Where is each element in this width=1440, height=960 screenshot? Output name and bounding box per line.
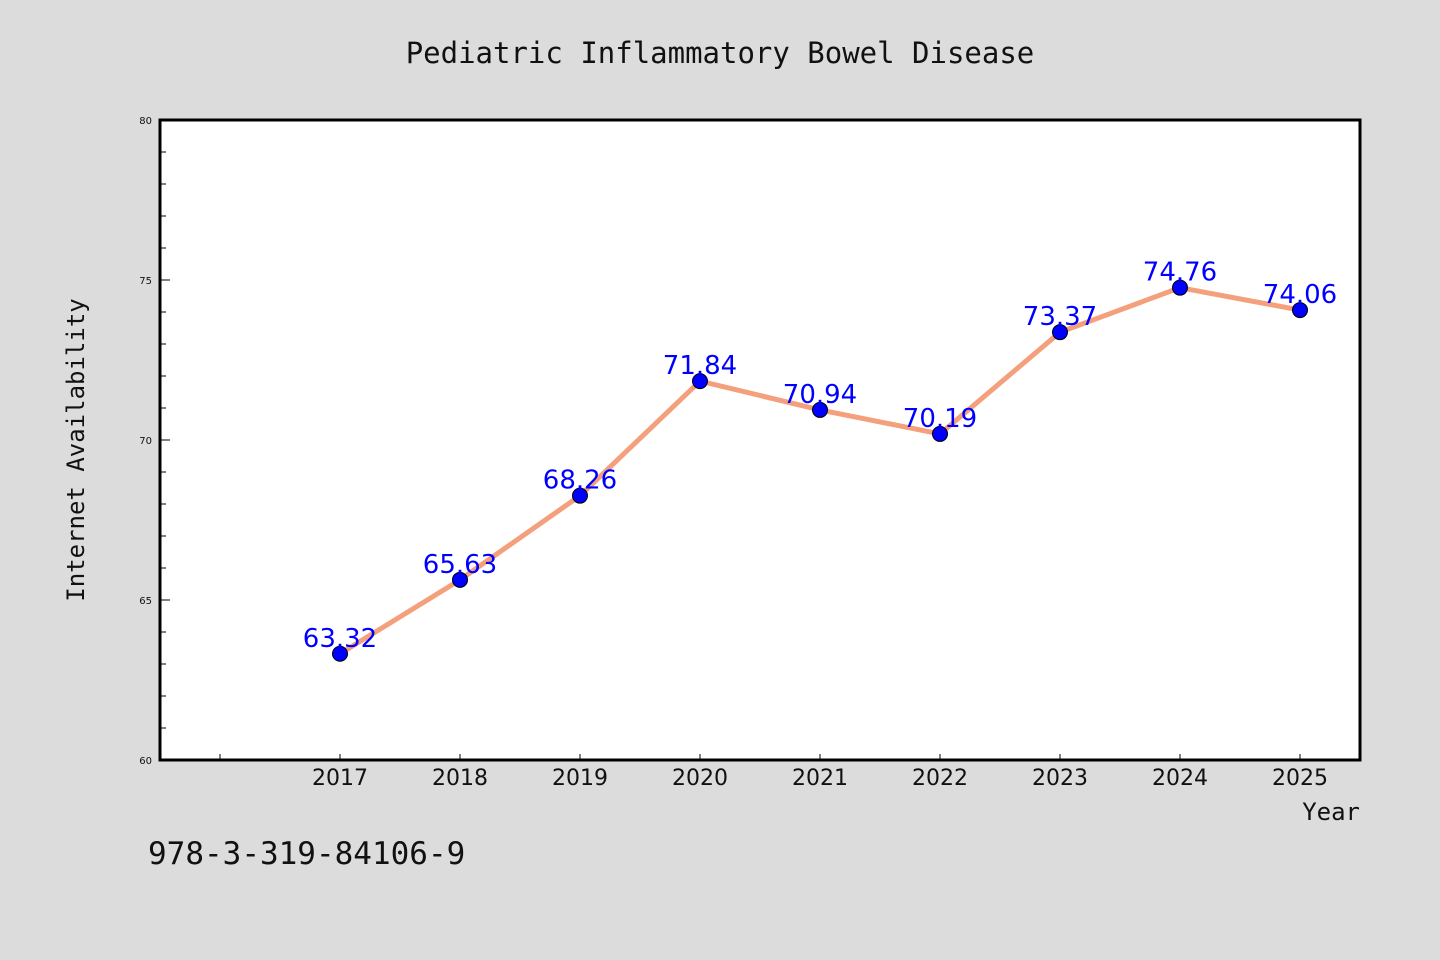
- y-axis-title: Internet Availability: [62, 298, 90, 601]
- data-label: 63.32: [303, 624, 377, 654]
- data-label: 70.94: [783, 380, 857, 410]
- x-tick-label: 2023: [1032, 766, 1088, 791]
- data-point: [1052, 324, 1068, 341]
- data-point: [572, 487, 588, 504]
- data-point: [1292, 302, 1308, 319]
- y-tick-label: 70: [139, 436, 152, 447]
- isbn-label: 978-3-319-84106-9: [148, 836, 465, 872]
- x-tick-label: 2021: [792, 766, 848, 791]
- x-tick-label: 2024: [1152, 766, 1208, 791]
- data-point: [452, 571, 468, 588]
- data-point: [932, 425, 948, 442]
- x-tick-label: 2017: [312, 766, 368, 791]
- data-label: 74.76: [1143, 258, 1217, 288]
- x-tick-label: 2019: [552, 766, 608, 791]
- data-label: 70.19: [903, 404, 977, 434]
- data-label: 71.84: [663, 351, 737, 381]
- x-tick-label: 2020: [672, 766, 728, 791]
- chart-title: Pediatric Inflammatory Bowel Disease: [406, 36, 1035, 70]
- x-tick-label: 2018: [432, 766, 488, 791]
- plot-background: [160, 120, 1360, 760]
- data-label: 73.37: [1023, 302, 1097, 332]
- data-point: [1172, 279, 1188, 296]
- data-labels: 63.32 65.63 68.26 71.84 70.94 70.19 73.37 74.76…: [303, 258, 1337, 654]
- data-point: [812, 401, 828, 418]
- data-label: 74.06: [1263, 280, 1337, 310]
- data-points: [332, 279, 1308, 662]
- y-tick-label: 80: [139, 116, 152, 127]
- data-point: [692, 373, 708, 390]
- x-axis-title: Year: [1302, 798, 1360, 826]
- y-tick-label: 75: [139, 276, 152, 287]
- plot-frame: [158, 118, 1362, 762]
- x-tick-label: 2022: [912, 766, 968, 791]
- y-tick-label: 60: [139, 756, 152, 767]
- x-tick-label: 2025: [1272, 766, 1328, 791]
- y-tick-label: 65: [139, 596, 152, 607]
- data-label: 65.63: [423, 550, 497, 580]
- data-label: 68.26: [543, 466, 617, 496]
- data-point: [332, 645, 348, 662]
